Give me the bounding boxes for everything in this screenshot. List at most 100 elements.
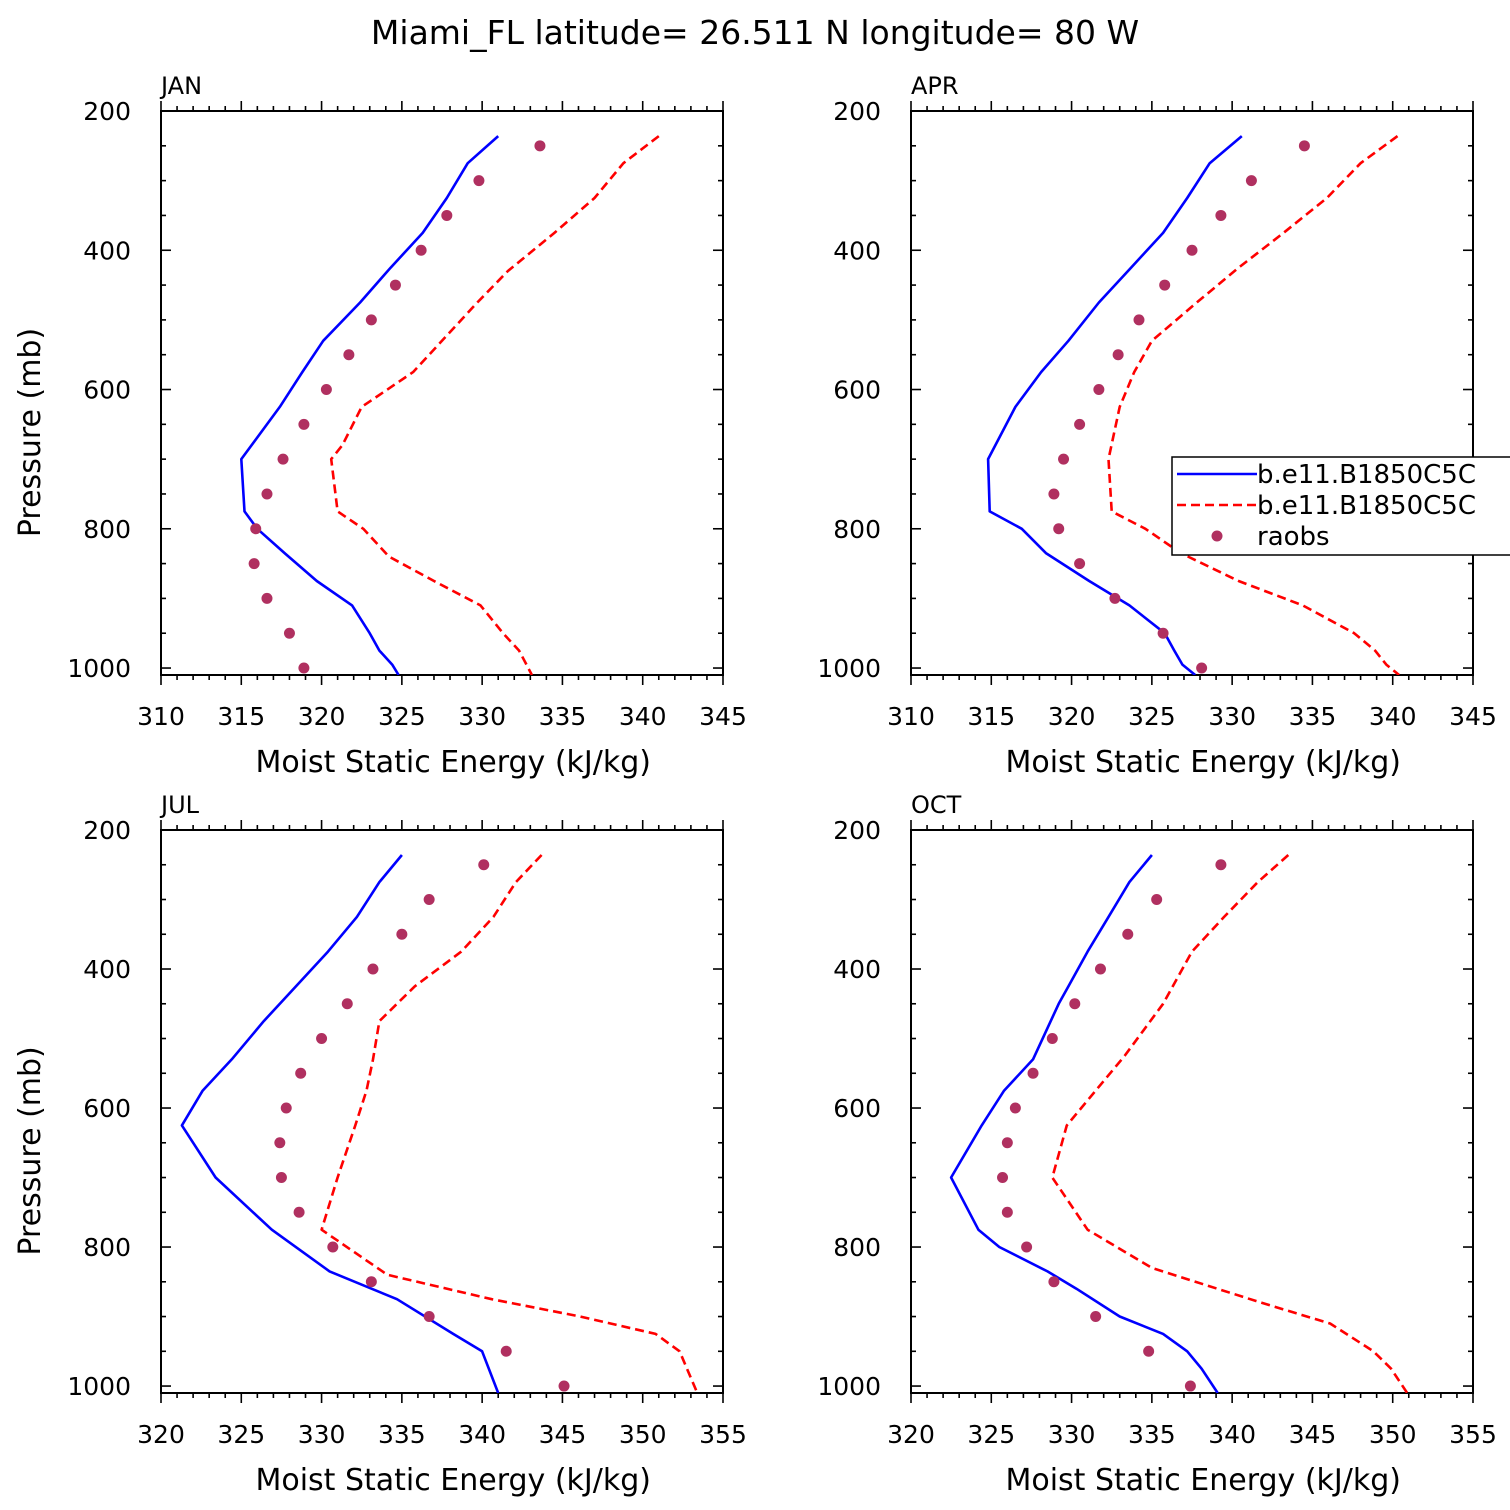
raobs-point (1001, 1137, 1013, 1149)
raobs-point (415, 244, 427, 256)
raobs-point (341, 998, 353, 1010)
x-tick-label: 345 (1289, 1420, 1337, 1449)
raobs-point (1058, 453, 1070, 465)
y-tick-label: 800 (83, 1233, 131, 1262)
x-tick-label: 335 (539, 702, 587, 731)
raobs-point (1074, 558, 1086, 570)
y-tick-label: 1000 (817, 1372, 881, 1401)
x-axis-label: Moist Static Energy (kJ/kg) (255, 1463, 651, 1498)
raobs-point (500, 1345, 512, 1357)
x-tick-label: 325 (217, 1420, 265, 1449)
raobs-point (365, 1276, 377, 1288)
raobs-point (1090, 1311, 1102, 1323)
panel-label: JAN (159, 72, 202, 100)
raobs-point (1143, 1345, 1155, 1357)
raobs-point (534, 140, 546, 152)
raobs-point (1001, 1206, 1013, 1218)
x-tick-label: 330 (1208, 702, 1256, 731)
series-group (180, 854, 699, 1393)
x-tick-label: 330 (458, 702, 506, 731)
raobs-point (1215, 859, 1227, 871)
y-ticks: 200 400 600 800 1000 (817, 816, 1473, 1401)
y-tick-label: 400 (833, 236, 881, 265)
plot-frame (910, 110, 1474, 676)
y-tick-label: 1000 (817, 654, 881, 683)
y-ticks: 200 400 600 800 1000 (67, 97, 723, 683)
x-axis-label: Moist Static Energy (kJ/kg) (255, 745, 651, 780)
panel-jan: JAN 310 315 320 325 330 335 340 345 200 400 600 800 1… (13, 72, 747, 780)
y-axis-label: Pressure (mb) (13, 328, 48, 537)
raobs-point (1215, 209, 1227, 221)
x-tick-label: 315 (967, 702, 1015, 731)
raobs-point (423, 894, 435, 906)
raobs-point (1109, 592, 1121, 604)
x-tick-label: 345 (699, 702, 747, 731)
raobs-point (275, 1172, 287, 1184)
x-tick-label: 320 (887, 1420, 935, 1449)
panel-label: OCT (911, 791, 962, 819)
panel-jul: JUL 320 325 330 335 340 345 350 355 200 400 600 800 1… (13, 791, 747, 1498)
x-tick-label: 310 (887, 702, 935, 731)
raobs-point (261, 592, 273, 604)
raobs-point (396, 928, 408, 940)
y-tick-label: 400 (833, 955, 881, 984)
x-ticks: 310 315 320 325 330 335 340 345 (887, 101, 1497, 731)
y-tick-label: 1000 (67, 1372, 131, 1401)
series-line-dashed (329, 135, 660, 675)
series-line-solid (949, 854, 1219, 1393)
raobs-point (423, 1311, 435, 1323)
panel-apr: APR 310 315 320 325 330 335 340 345 200 400 600 800 1… (817, 72, 1496, 780)
raobs-point (478, 859, 490, 871)
x-axis-label: Moist Static Energy (kJ/kg) (1005, 745, 1401, 780)
series-group (949, 854, 1409, 1393)
series-group (986, 135, 1400, 675)
series-group (240, 135, 660, 675)
series-line-dashed (320, 854, 699, 1393)
y-tick-label: 400 (83, 236, 131, 265)
raobs-point (1069, 998, 1081, 1010)
legend-label: b.e11.B1850C5C (1257, 491, 1476, 521)
y-tick-label: 600 (83, 376, 131, 405)
x-tick-label: 320 (1048, 702, 1096, 731)
raobs-point (1053, 523, 1065, 535)
x-tick-label: 335 (1128, 1420, 1176, 1449)
panels: JAN 310 315 320 325 330 335 340 345 200 400 600 800 1… (13, 72, 1510, 1498)
raobs-point (327, 1241, 339, 1253)
figure-title: Miami_FL latitude= 26.511 N longitude= 8… (371, 13, 1139, 52)
raobs-point (293, 1206, 305, 1218)
raobs-point (283, 627, 295, 639)
raobs-point (280, 1102, 292, 1114)
raobs-point (320, 384, 332, 396)
panel-oct: OCT 320 325 330 335 340 345 350 355 200 400 600 800 1… (817, 791, 1496, 1498)
x-tick-label: 315 (217, 702, 265, 731)
raobs-point (1159, 279, 1171, 291)
y-tick-label: 1000 (67, 654, 131, 683)
raobs-point (1186, 244, 1198, 256)
y-ticks: 200 400 600 800 1000 (67, 816, 723, 1401)
x-tick-label: 340 (619, 702, 667, 731)
x-tick-label: 330 (298, 1420, 346, 1449)
raobs-point (1048, 488, 1060, 500)
raobs-point (248, 558, 260, 570)
raobs-point (1094, 963, 1106, 975)
x-tick-label: 320 (298, 702, 346, 731)
raobs-point (997, 1172, 1009, 1184)
raobs-point (1133, 314, 1145, 326)
raobs-point (1151, 894, 1163, 906)
y-tick-label: 200 (83, 816, 131, 845)
raobs-point (1157, 627, 1169, 639)
x-tick-label: 310 (137, 702, 185, 731)
series-raobs (274, 859, 570, 1392)
y-tick-label: 200 (833, 97, 881, 126)
x-tick-label: 340 (1208, 1420, 1256, 1449)
legend-label: raobs (1257, 522, 1330, 552)
raobs-point (1093, 384, 1105, 396)
legend-marker (1211, 530, 1223, 542)
panel-label: APR (911, 72, 959, 100)
raobs-point (1021, 1241, 1033, 1253)
raobs-point (343, 349, 355, 361)
plot-frame (160, 110, 724, 676)
x-tick-label: 350 (619, 1420, 667, 1449)
